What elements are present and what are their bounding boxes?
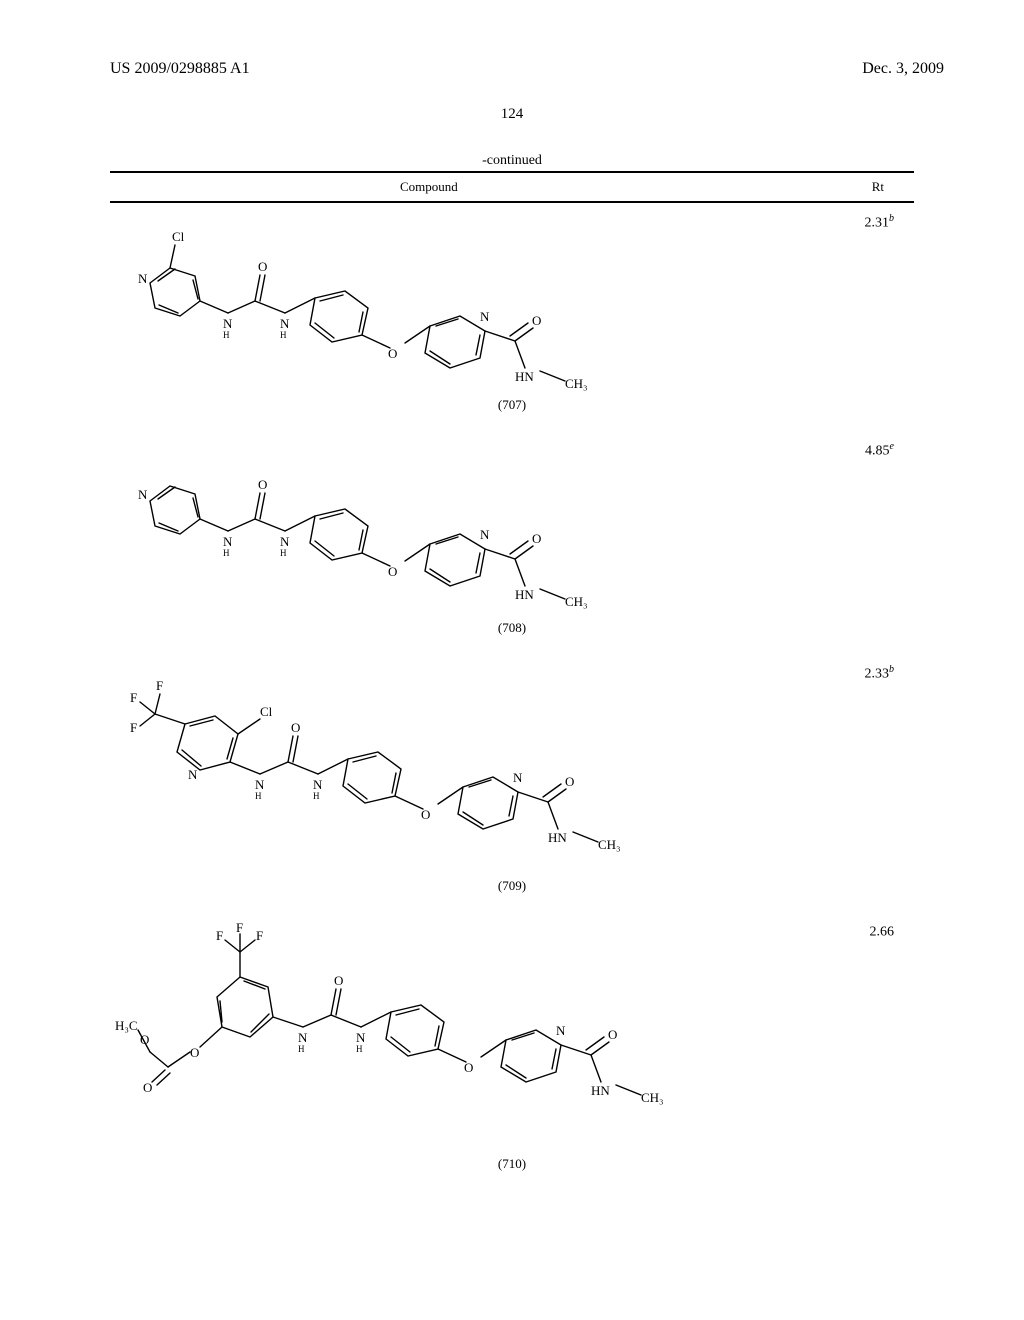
table-row: 2.31b [110, 203, 914, 413]
svg-text:H: H [223, 330, 230, 340]
svg-text:CH₃: CH₃ [565, 594, 588, 609]
svg-text:N: N [480, 309, 490, 324]
svg-text:O: O [334, 973, 343, 988]
structure-709: F F F Cl N N H O N H O N O HN CH [110, 664, 914, 874]
svg-text:H: H [298, 1044, 305, 1054]
svg-text:H: H [313, 791, 320, 801]
rt-value: 2.31b [865, 213, 895, 232]
svg-text:H: H [223, 548, 230, 558]
svg-text:F: F [236, 922, 243, 935]
compound-id: (710) [110, 1156, 914, 1172]
compound-id: (709) [110, 878, 914, 894]
compound-id: (707) [110, 397, 914, 413]
continued-label: -continued [110, 153, 914, 171]
svg-text:H: H [280, 548, 287, 558]
svg-text:N: N [480, 527, 490, 542]
svg-text:N: N [280, 534, 290, 549]
svg-text:O: O [532, 531, 541, 546]
svg-text:O: O [388, 564, 397, 579]
svg-text:O: O [608, 1027, 617, 1042]
svg-text:O: O [464, 1060, 473, 1075]
table-row: 2.66 [110, 912, 914, 1172]
pub-date: Dec. 3, 2009 [862, 60, 944, 78]
svg-text:O: O [258, 477, 267, 492]
pub-number: US 2009/0298885 A1 [110, 60, 250, 78]
svg-text:O: O [140, 1032, 149, 1047]
svg-text:N: N [223, 316, 233, 331]
table-row: 2.33b [110, 654, 914, 894]
svg-text:N: N [138, 271, 148, 286]
page-number: 124 [0, 106, 1024, 123]
svg-text:O: O [565, 774, 574, 789]
svg-text:O: O [388, 346, 397, 361]
svg-text:N: N [356, 1030, 366, 1045]
svg-text:CH₃: CH₃ [641, 1090, 664, 1105]
col-rt: Rt [872, 179, 884, 195]
svg-text:HN: HN [591, 1083, 610, 1098]
svg-text:CH₃: CH₃ [565, 376, 588, 391]
svg-text:O: O [143, 1080, 152, 1095]
svg-text:F: F [216, 928, 223, 943]
svg-text:F: F [130, 690, 137, 705]
compound-table: -continued Compound Rt 2.31b [110, 153, 914, 1172]
svg-text:HN: HN [515, 587, 534, 602]
svg-text:N: N [556, 1023, 566, 1038]
structure-707: Cl N N H O N H O N O HN CH₃ [110, 213, 914, 393]
svg-text:N: N [223, 534, 233, 549]
svg-text:CH₃: CH₃ [598, 837, 621, 852]
svg-text:F: F [156, 678, 163, 693]
svg-text:HN: HN [515, 369, 534, 384]
svg-text:N: N [138, 487, 148, 502]
svg-text:O: O [421, 807, 430, 822]
svg-text:F: F [130, 720, 137, 735]
svg-text:HN: HN [548, 830, 567, 845]
compound-id: (708) [110, 620, 914, 636]
svg-text:H: H [255, 791, 262, 801]
svg-text:N: N [255, 777, 265, 792]
structure-708: N N H O N H O N O HN CH₃ [110, 441, 914, 616]
rt-value: 2.33b [865, 664, 895, 683]
svg-text:H: H [280, 330, 287, 340]
svg-text:F: F [256, 928, 263, 943]
rt-value: 2.66 [870, 922, 895, 941]
structure-710: F F F O H₃C O O N H O N H O N O [110, 922, 914, 1152]
svg-text:O: O [190, 1045, 199, 1060]
svg-text:N: N [188, 767, 198, 782]
page-header: US 2009/0298885 A1 Dec. 3, 2009 [0, 0, 1024, 78]
column-headers: Compound Rt [110, 173, 914, 201]
rt-value: 4.85e [865, 441, 894, 460]
svg-text:O: O [291, 720, 300, 735]
svg-text:O: O [258, 259, 267, 274]
svg-text:O: O [532, 313, 541, 328]
table-row: 4.85e [110, 431, 914, 636]
svg-text:N: N [298, 1030, 308, 1045]
col-compound: Compound [400, 179, 458, 195]
svg-text:N: N [313, 777, 323, 792]
svg-text:N: N [513, 770, 523, 785]
svg-text:H: H [356, 1044, 363, 1054]
svg-text:Cl: Cl [260, 704, 273, 719]
svg-text:N: N [280, 316, 290, 331]
svg-text:H₃C: H₃C [115, 1018, 138, 1033]
svg-text:Cl: Cl [172, 229, 185, 244]
